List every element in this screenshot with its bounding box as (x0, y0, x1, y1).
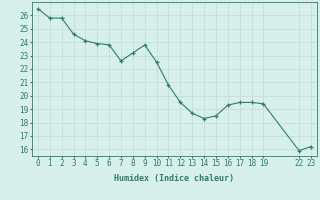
X-axis label: Humidex (Indice chaleur): Humidex (Indice chaleur) (115, 174, 234, 183)
